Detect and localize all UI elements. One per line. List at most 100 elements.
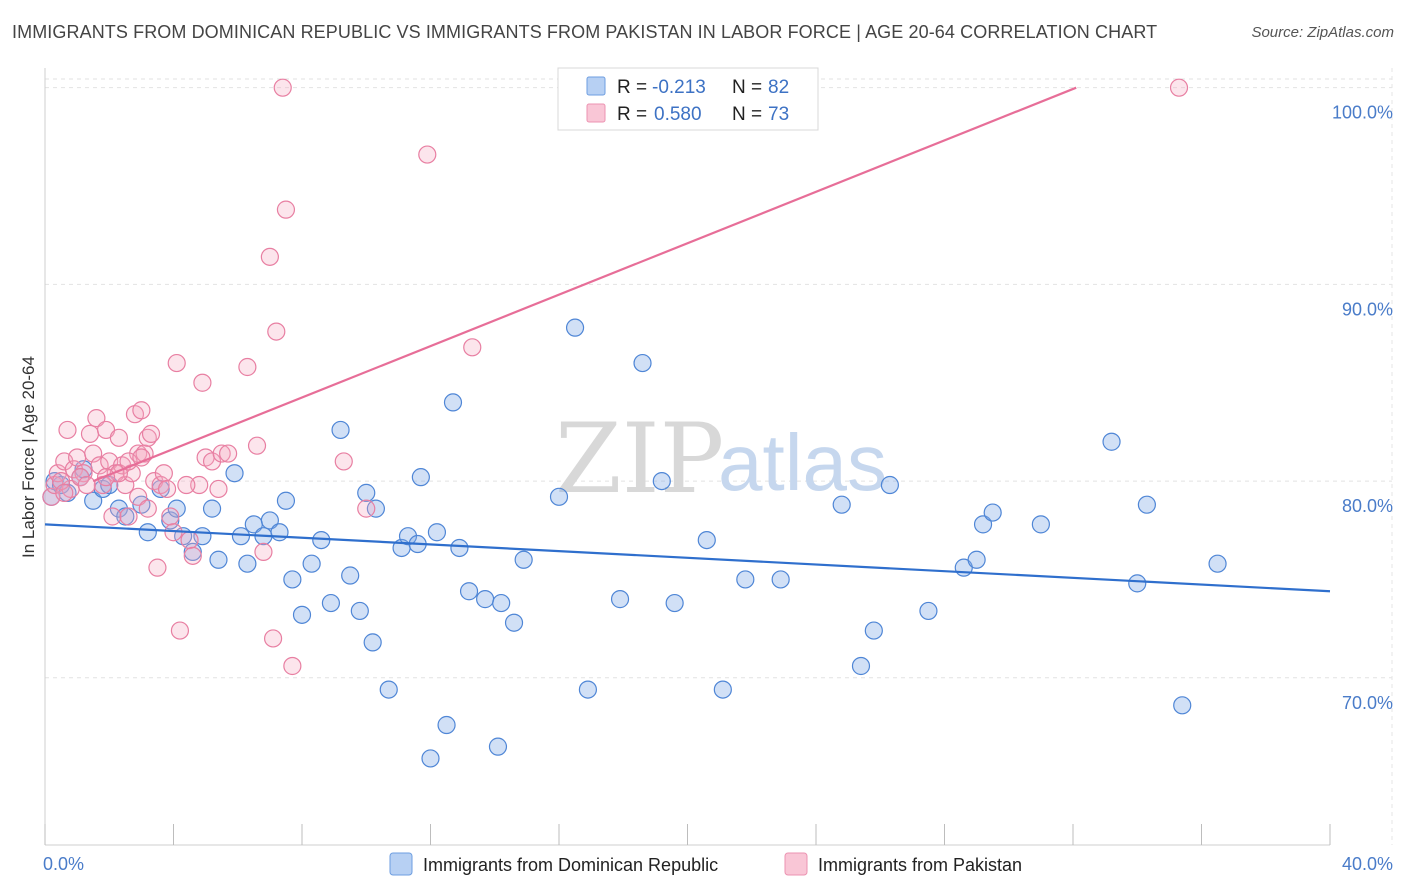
point-dominican-republic [549, 487, 569, 506]
point-dominican-republic [488, 737, 508, 756]
point-dominican-republic [633, 353, 652, 373]
point-dominican-republic [366, 499, 385, 518]
legend-stats-swatch-pakistan [586, 103, 606, 123]
point-pakistan [334, 452, 353, 471]
point-dominican-republic [919, 601, 938, 621]
axes-layer: 70.0% 80.0% 90.0% 100.0% 0.0% 40.0% [43, 68, 1393, 874]
point-dominican-republic [851, 656, 871, 676]
point-dominican-republic [341, 566, 360, 585]
point-dominican-republic [967, 550, 986, 569]
point-pakistan [129, 487, 148, 506]
point-dominican-republic [864, 621, 883, 640]
bottom-legend-label-pakistan: Immigrants from Pakistan [818, 855, 1022, 875]
point-pakistan [68, 448, 87, 467]
point-pakistan [1169, 78, 1189, 97]
point-pakistan [58, 420, 77, 440]
series-pakistan [42, 78, 1189, 676]
point-pakistan [193, 373, 212, 392]
point-dominican-republic [437, 715, 456, 735]
legend-r-label-1: R = [617, 77, 647, 98]
point-pakistan [157, 479, 177, 499]
point-dominican-republic [292, 605, 312, 624]
point-dominican-republic [302, 554, 321, 573]
point-dominican-republic [450, 538, 469, 558]
point-pakistan [209, 479, 228, 499]
point-dominican-republic [138, 523, 157, 542]
point-pakistan [263, 629, 283, 648]
bottom-legend-swatch-pakistan [784, 852, 808, 876]
point-dominican-republic [578, 680, 598, 699]
point-pakistan [119, 507, 138, 526]
y-tick-label: 100.0% [1332, 103, 1393, 123]
point-pakistan [219, 444, 238, 463]
bottom-legend-label-dominican: Immigrants from Dominican Republic [423, 855, 718, 875]
point-dominican-republic [331, 420, 350, 440]
point-dominican-republic [202, 499, 222, 518]
trendline-dominican-republic [44, 523, 1331, 593]
point-dominican-republic [1137, 495, 1156, 514]
point-dominican-republic [270, 523, 289, 542]
legend-r-value-1: -0.213 [652, 77, 706, 98]
point-pakistan [190, 475, 209, 495]
point-dominican-republic [665, 593, 684, 613]
point-pakistan [238, 357, 257, 377]
point-dominican-republic [283, 570, 302, 589]
legend-n-value-2: 73 [768, 104, 789, 125]
point-dominican-republic [492, 593, 511, 613]
chart-source: Source: ZipAtlas.com [1251, 24, 1394, 41]
point-dominican-republic [421, 749, 440, 768]
trendline-pakistan [92, 86, 1077, 483]
point-dominican-republic [1173, 696, 1192, 715]
watermark-zip: ZIP [555, 403, 724, 515]
point-dominican-republic [476, 590, 495, 609]
watermark-atlas: atlas [718, 418, 887, 507]
point-pakistan [96, 468, 116, 487]
legend-r-value-2: 0.580 [654, 104, 702, 125]
point-pakistan [103, 507, 122, 526]
y-tick-label: 70.0% [1342, 693, 1393, 713]
legend-stats: R = -0.213 N = 82 R = 0.580 N = 73 [557, 67, 819, 131]
point-dominican-republic [84, 491, 103, 510]
point-pakistan [109, 428, 128, 447]
point-dominican-republic [231, 527, 251, 546]
point-pakistan [177, 475, 196, 495]
point-dominican-republic [1031, 515, 1050, 534]
point-dominican-republic [209, 550, 228, 569]
point-dominican-republic [504, 613, 524, 632]
point-dominican-republic [350, 601, 369, 621]
point-pakistan [418, 145, 437, 164]
grid-layer [45, 68, 1393, 845]
y-tick-label: 90.0% [1342, 299, 1393, 319]
point-dominican-republic [652, 471, 671, 491]
point-pakistan [80, 424, 100, 443]
point-pakistan [55, 483, 74, 502]
point-pakistan [161, 507, 180, 526]
point-pakistan [170, 621, 190, 640]
point-pakistan [247, 436, 267, 455]
point-pakistan [212, 444, 231, 463]
point-dominican-republic [238, 554, 257, 573]
point-dominican-republic [443, 393, 463, 412]
legend-n-label-2: N = [732, 104, 762, 125]
point-pakistan [260, 247, 279, 266]
point-dominican-republic [161, 511, 180, 530]
point-dominican-republic [1128, 574, 1147, 593]
point-pakistan [77, 475, 96, 495]
point-dominican-republic [565, 318, 585, 337]
point-pakistan [463, 338, 482, 357]
point-pakistan [84, 444, 103, 463]
point-dominican-republic [983, 503, 1002, 522]
point-pakistan [141, 424, 161, 443]
y-axis-label: In Labor Force | Age 20-64 [19, 356, 38, 558]
watermark: ZIP atlas [555, 403, 887, 515]
point-dominican-republic [880, 475, 899, 495]
x-tick-label: 40.0% [1342, 854, 1393, 874]
point-dominican-republic [713, 680, 732, 699]
point-dominican-republic [321, 593, 341, 613]
y-tick-label: 80.0% [1342, 496, 1393, 516]
point-dominican-republic [276, 491, 296, 510]
point-dominican-republic [459, 582, 479, 601]
point-pakistan [267, 322, 286, 341]
point-pakistan [276, 200, 296, 219]
